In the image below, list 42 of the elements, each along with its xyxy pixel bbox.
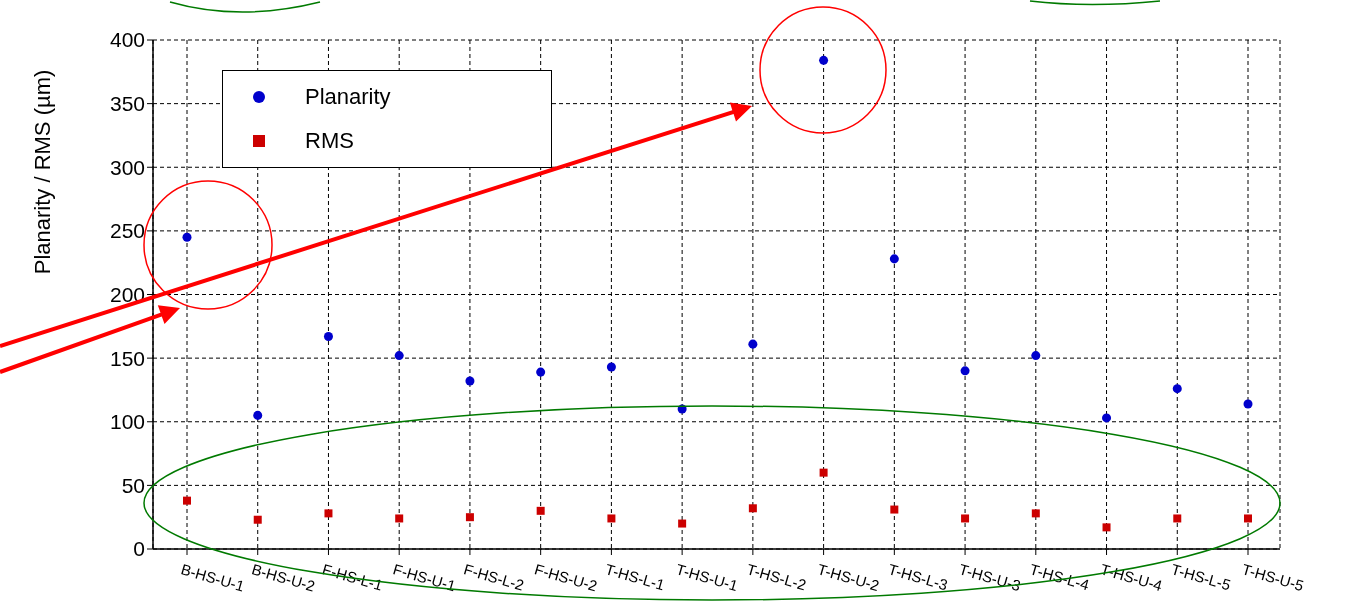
point xyxy=(1244,514,1252,523)
point xyxy=(1172,384,1182,394)
legend-label: Planarity xyxy=(305,83,391,111)
point xyxy=(1102,523,1111,532)
point xyxy=(536,367,546,377)
point xyxy=(253,410,263,420)
point xyxy=(678,519,687,528)
point xyxy=(1102,413,1112,423)
y-tick-label: 250 xyxy=(109,219,145,243)
y-tick-label: 400 xyxy=(109,28,145,52)
y-tick-label: 50 xyxy=(121,473,145,497)
point xyxy=(253,515,262,524)
point xyxy=(394,351,404,361)
point xyxy=(890,505,899,514)
point xyxy=(889,254,899,264)
point xyxy=(748,339,758,349)
point xyxy=(324,509,333,518)
point xyxy=(465,376,475,386)
point xyxy=(607,514,616,523)
y-tick-label: 300 xyxy=(109,155,145,179)
point xyxy=(1031,351,1041,361)
point xyxy=(819,468,828,477)
point xyxy=(606,362,616,372)
y-axis-title: Planarity / RMS (µm) xyxy=(30,69,55,275)
point xyxy=(536,506,545,515)
point xyxy=(1173,514,1182,523)
legend-label: RMS xyxy=(305,127,354,155)
point xyxy=(960,366,970,376)
point xyxy=(323,331,333,341)
point xyxy=(748,504,757,513)
point xyxy=(961,514,970,523)
point xyxy=(182,232,192,242)
y-tick-label: 150 xyxy=(109,346,145,370)
y-tick-label: 350 xyxy=(109,92,145,116)
point xyxy=(183,496,191,505)
point xyxy=(395,514,404,523)
y-tick-label: 0 xyxy=(133,537,145,561)
point xyxy=(1243,399,1253,409)
point xyxy=(1031,509,1040,518)
point xyxy=(819,55,829,65)
y-tick-label: 100 xyxy=(109,410,145,434)
point xyxy=(465,513,474,522)
